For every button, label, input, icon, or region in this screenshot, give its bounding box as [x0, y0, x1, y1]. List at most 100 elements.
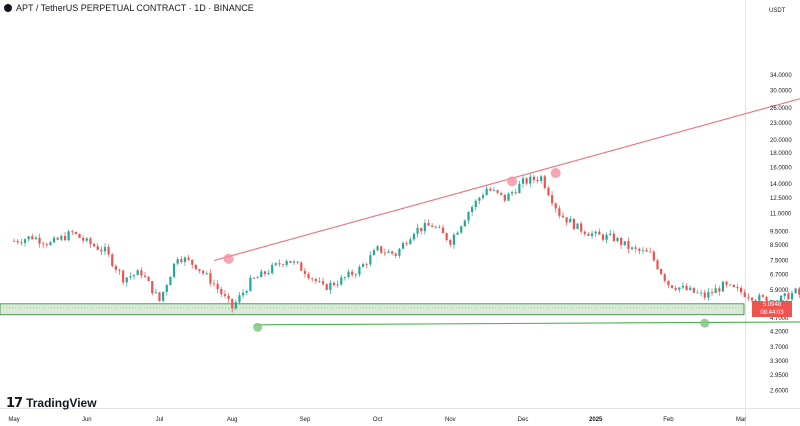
time-tick-label: Jul [156, 417, 164, 423]
candle-body [194, 264, 197, 270]
candle [514, 188, 517, 195]
candle-body [743, 292, 746, 297]
time-tick-label: Mar [736, 417, 746, 423]
candle-body [474, 200, 477, 208]
time-tick-label: Oct [373, 417, 383, 423]
price-tick-label: 5.9000 [770, 288, 789, 294]
candle-body [758, 295, 761, 301]
candle [787, 291, 790, 300]
candle [205, 270, 208, 276]
candle-body [336, 284, 339, 286]
candle-body [790, 293, 794, 300]
candle [572, 218, 575, 231]
price-tick-label: 18.0000 [770, 151, 792, 157]
candle [485, 185, 488, 196]
candle-body [740, 287, 743, 293]
candle-body [427, 223, 430, 226]
candle-body [714, 288, 717, 294]
candle [794, 287, 797, 294]
candle-body [703, 292, 706, 298]
candle-body [202, 270, 205, 274]
candle-body [718, 288, 721, 292]
candle-body [340, 277, 343, 285]
candle [147, 276, 150, 282]
candle [325, 283, 328, 291]
candle-body [798, 288, 800, 295]
candle [743, 289, 746, 298]
candle [612, 230, 615, 243]
candle-body [281, 264, 285, 266]
candle [361, 262, 365, 268]
price-tick-label: 11.0000 [770, 212, 792, 218]
candle-body [103, 247, 107, 252]
candle-body [670, 285, 674, 288]
resistance-trendline [213, 98, 800, 262]
candle-body [260, 271, 263, 278]
candle [460, 225, 463, 235]
candle [281, 263, 285, 267]
candle-body [700, 292, 703, 294]
candle-body [129, 276, 132, 278]
candle-body [314, 278, 317, 282]
candle [132, 274, 136, 280]
candle [16, 239, 19, 245]
price-tick-label: 7.5000 [770, 259, 789, 265]
candle [74, 231, 77, 235]
candle [529, 173, 532, 188]
candle [256, 275, 259, 279]
candle-body [351, 271, 354, 275]
candle-body [416, 227, 419, 234]
candle [303, 267, 306, 278]
candle-body [580, 223, 583, 232]
candle-body [605, 234, 608, 240]
candle [56, 236, 59, 241]
candle-body [500, 192, 503, 195]
candle [576, 223, 579, 230]
candle [202, 269, 205, 276]
candle-body [510, 192, 514, 194]
candle [634, 244, 637, 253]
candle-body [125, 277, 128, 283]
candle [463, 219, 466, 227]
price-tick-label: 6.7000 [770, 272, 789, 278]
time-tick-label: 2025 [589, 417, 603, 423]
candle-body [685, 285, 688, 290]
support-trendline [254, 321, 800, 326]
candle [420, 227, 423, 235]
candle-body [398, 248, 401, 256]
candle [638, 247, 641, 255]
candle [670, 284, 674, 289]
candle [587, 232, 590, 237]
candle [540, 174, 543, 184]
candle [89, 236, 92, 248]
candle [740, 285, 743, 296]
candle-body [681, 285, 685, 288]
candle [521, 174, 525, 188]
candle [212, 279, 216, 287]
candle [441, 224, 445, 234]
candle-body [376, 246, 379, 251]
candle [729, 284, 732, 286]
candle-body [325, 284, 328, 290]
candle-body [165, 285, 168, 292]
candle-body [267, 273, 270, 274]
candle-body [620, 237, 623, 245]
candle [52, 235, 56, 244]
candle [216, 279, 219, 293]
candle-body [151, 281, 154, 294]
candle-body [45, 244, 48, 246]
candle [736, 283, 739, 292]
candle-body [660, 269, 663, 275]
candle-body [205, 273, 208, 274]
candle-body [321, 281, 325, 285]
candle [365, 262, 368, 269]
candle-body [485, 188, 488, 196]
candle [438, 224, 441, 229]
candle [329, 280, 332, 295]
candle [681, 281, 685, 290]
candle [111, 252, 114, 268]
candle-body [645, 250, 648, 252]
candle [710, 288, 714, 297]
candle-body [292, 261, 296, 263]
